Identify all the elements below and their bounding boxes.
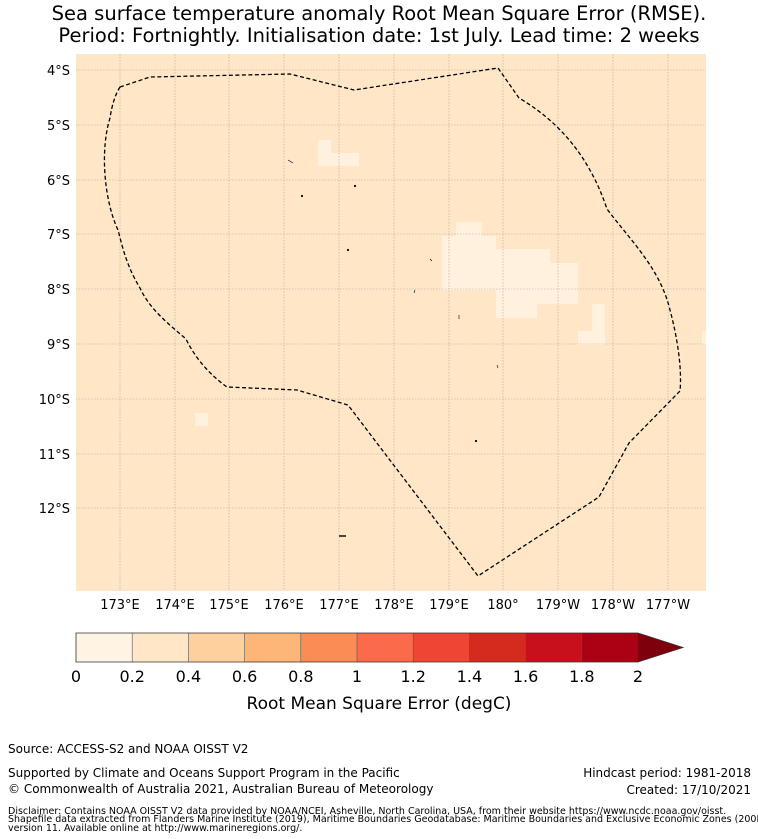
source-text: Source: ACCESS-S2 and NOAA OISST V2 (8, 742, 249, 756)
gridlines (76, 54, 706, 591)
lon-tick-label: 178°E (374, 598, 414, 613)
map-background (76, 54, 706, 591)
patch (496, 249, 550, 290)
disclaimer-line-1: Disclaimer: Contains NOAA OISST V2 data … (8, 806, 727, 817)
disclaimer-line-2: Shapefile data extracted from Flanders M… (8, 814, 758, 825)
colorbar-tick-label: 0.2 (119, 667, 144, 686)
colorbar-extend-arrow (638, 633, 683, 662)
lon-tick-label: 178°W (591, 598, 635, 613)
colorbar-segment (188, 633, 245, 662)
lat-tick-label: 12°S (39, 502, 70, 517)
colorbar-segment (300, 633, 357, 662)
lon-axis: 173°E 174°E 175°E 176°E 177°E 178°E 179°… (100, 598, 690, 613)
lat-tick-label: 5°S (47, 119, 70, 134)
disclaimer-line-3: version 11. Available online at http://w… (8, 823, 303, 834)
eez-boundary (103, 67, 682, 577)
lat-tick-label: 7°S (47, 228, 70, 243)
colorbar-tick-label: 0.6 (232, 667, 257, 686)
island (346, 248, 350, 252)
island (429, 258, 433, 262)
map-panel (76, 54, 706, 591)
patch (578, 331, 592, 345)
colorbar: 0 0.2 0.4 0.6 0.8 1 1.2 1.4 1.6 1.8 2 Ro… (71, 632, 685, 714)
colorbar-label: Root Mean Square Error (degC) (247, 694, 512, 714)
lon-tick-label: 180° (487, 598, 518, 613)
colorbar-segment (581, 633, 638, 662)
colorbar-segment (132, 633, 189, 662)
hindcast-period: Hindcast period: 1981-2018 (583, 766, 751, 780)
colorbar-tick-label: 1.4 (457, 667, 482, 686)
colorbar-tick-label: 0.4 (176, 667, 201, 686)
island (413, 289, 416, 294)
colorbar-tick-label: 0.8 (288, 667, 313, 686)
colorbar-tick-label: 0 (71, 667, 81, 686)
colorbar-segment (357, 633, 414, 662)
lon-tick-label: 179°E (429, 598, 469, 613)
map-title-line-2: Period: Fortnightly. Initialisation date… (58, 24, 700, 47)
patch (442, 236, 496, 290)
lat-tick-label: 6°S (47, 174, 70, 189)
lon-tick-label: 177°W (646, 598, 690, 613)
colorbar-ticks: 0 0.2 0.4 0.6 0.8 1 1.2 1.4 1.6 1.8 2 (71, 667, 643, 686)
lon-tick-label: 177°E (319, 598, 359, 613)
colorbar-tick-label: 1.2 (400, 667, 425, 686)
patch (496, 290, 550, 304)
lon-tick-label: 175°E (209, 598, 249, 613)
colorbar-segment (244, 633, 301, 662)
supported-text: Supported by Climate and Oceans Support … (8, 766, 400, 780)
patch (702, 331, 706, 345)
patch (550, 263, 578, 304)
patch (318, 140, 331, 166)
colorbar-segment (76, 633, 133, 662)
patch (331, 153, 359, 166)
map-title-line-1: Sea surface temperature anomaly Root Mea… (51, 2, 707, 25)
colorbar-segment (525, 633, 582, 662)
lon-tick-label: 176°E (264, 598, 304, 613)
colorbar-dividers (131, 633, 583, 662)
low-rmse-patches (195, 140, 706, 426)
patch (496, 304, 537, 318)
island (353, 184, 357, 188)
created-date: Created: 17/10/2021 (626, 783, 751, 797)
patch (592, 304, 605, 345)
copyright-text: © Commonwealth of Australia 2021, Austra… (8, 782, 434, 796)
colorbar-tick-label: 1.8 (569, 667, 594, 686)
lat-tick-label: 8°S (47, 283, 70, 298)
colorbar-tick-label: 1.6 (513, 667, 538, 686)
colorbar-segment (413, 633, 470, 662)
lat-tick-label: 10°S (39, 393, 70, 408)
colorbar-segment (469, 633, 526, 662)
islands (287, 159, 499, 537)
island (287, 159, 294, 164)
patch (195, 413, 208, 426)
lat-tick-label: 9°S (47, 338, 70, 353)
lat-tick-label: 4°S (47, 64, 70, 79)
colorbar-tick-label: 1 (352, 667, 362, 686)
lat-tick-label: 11°S (39, 448, 70, 463)
patch (456, 222, 482, 236)
lat-axis: 4°S 5°S 6°S 7°S 8°S 9°S 10°S 11°S 12°S (39, 64, 70, 517)
lon-tick-label: 179°W (536, 598, 580, 613)
colorbar-outline (75, 632, 685, 663)
lon-tick-label: 174°E (155, 598, 195, 613)
colorbar-tick-label: 2 (633, 667, 643, 686)
island (474, 439, 478, 443)
island (300, 194, 304, 198)
lon-tick-label: 173°E (100, 598, 140, 613)
island (496, 364, 499, 369)
